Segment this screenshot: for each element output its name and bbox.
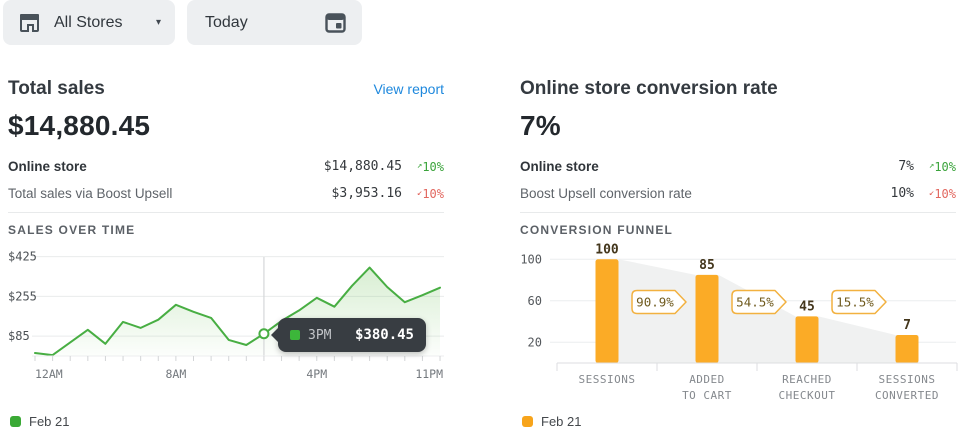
legend-label: Feb 21 [541,414,582,429]
panel-title: Total sales [8,78,105,99]
x-axis-label: 8AM [165,367,186,381]
category-label: CHECKOUT [779,389,836,402]
y-axis-label: $425 [8,250,37,264]
date-selector-label: Today [205,13,248,31]
y-axis-label: 60 [528,294,542,308]
conversion-funnel-chart: 100 60 20 100 85 45 7 90.9% 54.5% 15.5% SESSIONS AD… [520,242,960,402]
sales-legend: Feb 21 [10,414,69,429]
total-sales-value: $14,880.45 [8,110,151,141]
sales-metric-rows: Online store $14,880.45 ↗10% Total sales… [8,153,444,207]
legend-label: Feb 21 [29,414,70,429]
funnel-bar[interactable] [595,259,619,363]
y-axis-label: $255 [8,289,37,303]
funnel-legend: Feb 21 [522,414,581,429]
category-label: TO CART [682,389,732,402]
hover-marker[interactable] [258,328,270,340]
metric-delta: ↗10% [416,159,444,174]
down-arrow-icon: ↙ [928,187,935,198]
y-axis-label: $85 [8,329,30,343]
metric-row: Online store 7% ↗10% [520,153,956,180]
calendar-icon [325,13,346,33]
x-axis-label: 12AM [35,367,63,381]
topbar: All Stores ▾ Today [0,0,960,56]
step-percentage-label: 54.5% [736,295,774,310]
metric-value: $14,880.45 [323,159,402,174]
step-percentage-badge [731,289,787,315]
date-selector-button[interactable]: Today [187,0,362,45]
store-selector-button[interactable]: All Stores ▾ [3,0,175,45]
step-percentage-badge [831,289,887,315]
total-sales-panel: Total sales View report $14,880.45 Onlin… [8,72,444,431]
view-report-link[interactable]: View report [373,81,444,97]
chart-tooltip: 3PM $380.45 [271,318,426,352]
x-axis-label: 4PM [306,367,327,381]
step-percentage-label: 15.5% [836,295,874,310]
bar-value-label: 85 [699,258,715,273]
tooltip-series-swatch [290,330,300,340]
conversion-rate-panel: Online store conversion rate 7% Online s… [520,72,958,431]
metric-value: 7% [898,159,914,174]
tooltip-time: 3PM [308,327,332,343]
up-arrow-icon: ↗ [928,160,935,171]
metric-value: 10% [890,186,914,201]
category-label: SESSIONS [579,373,636,386]
metric-row: Online store $14,880.45 ↗10% [8,153,444,180]
bar-value-label: 45 [799,299,815,314]
funnel-bar[interactable] [695,274,719,363]
metric-label: Online store [8,159,87,174]
metric-label: Boost Upsell conversion rate [520,186,692,201]
y-axis-label: 20 [528,335,542,349]
conversion-funnel-heading: CONVERSION FUNNEL [520,212,956,237]
y-axis-label: 100 [520,252,542,266]
metric-delta: ↙10% [928,186,956,201]
metric-row: Boost Upsell conversion rate 10% ↙10% [520,180,956,207]
tooltip-value: $380.45 [354,327,414,343]
category-label: CONVERTED [875,389,939,402]
funnel-bar[interactable] [795,316,819,363]
storefront-icon [20,14,39,32]
category-label: SESSIONS [879,373,936,386]
legend-swatch [522,416,533,427]
funnel-bar[interactable] [895,335,919,363]
conversion-rate-value: 7% [520,110,561,141]
store-selector-label: All Stores [54,13,123,31]
metric-label: Online store [520,159,599,174]
metric-delta: ↗10% [928,159,956,174]
sales-over-time-heading: SALES OVER TIME [8,212,444,237]
panel-title: Online store conversion rate [520,78,778,99]
category-label: REACHED [782,373,832,386]
step-percentage-label: 90.9% [636,295,674,310]
up-arrow-icon: ↗ [416,160,423,171]
legend-swatch [10,416,21,427]
x-axis-label: 11PM [415,367,443,381]
chevron-down-icon: ▾ [155,17,161,28]
metric-label: Total sales via Boost Upsell [8,186,173,201]
metric-row: Total sales via Boost Upsell $3,953.16 ↙… [8,180,444,207]
sales-line[interactable] [34,266,441,357]
metric-delta: ↙10% [416,186,444,201]
bar-value-label: 100 [595,242,619,257]
bar-value-label: 7 [903,318,911,333]
down-arrow-icon: ↙ [416,187,423,198]
metric-value: $3,953.16 [331,186,402,201]
category-label: ADDED [689,373,725,386]
step-percentage-badge [631,289,687,315]
conversion-metric-rows: Online store 7% ↗10% Boost Upsell conver… [520,153,956,207]
